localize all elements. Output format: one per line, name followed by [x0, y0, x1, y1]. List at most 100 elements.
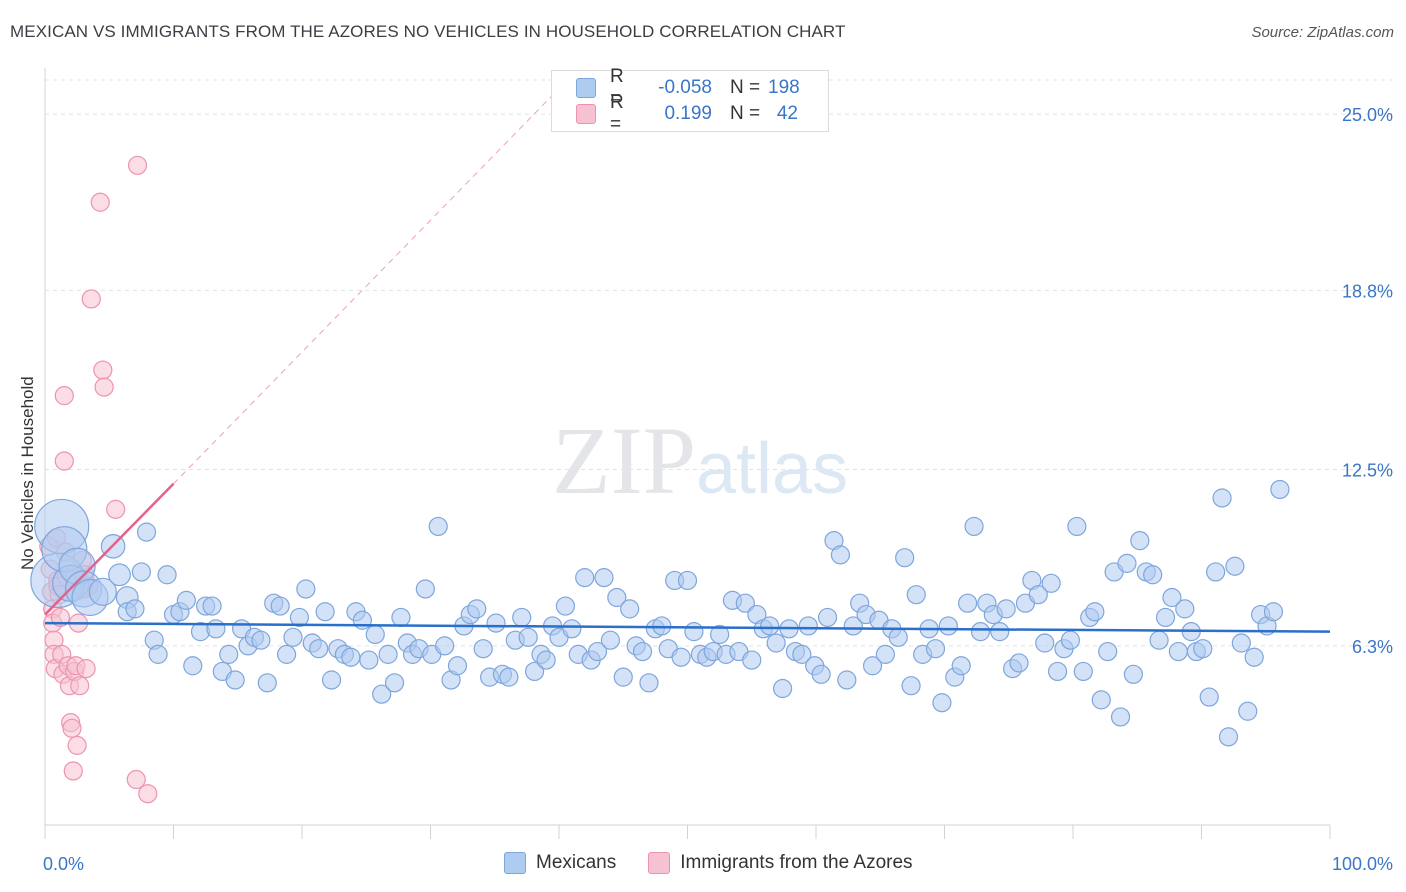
azores-point [81, 289, 101, 309]
trend-line-azores-extension [173, 88, 560, 485]
mexican-point [620, 599, 640, 619]
mexican-point [607, 587, 627, 608]
azores-point [62, 718, 82, 738]
mexican-point [875, 644, 895, 664]
legend-swatch-azores [648, 852, 671, 874]
mexican-point [951, 656, 971, 676]
legend-n-label: N = [730, 103, 761, 124]
mexican-point [473, 639, 493, 659]
mexican-point [1225, 556, 1245, 576]
y-tick-label: 6.3% [1352, 637, 1393, 657]
mexican-point [742, 650, 762, 670]
watermark: ZIPatlas [552, 405, 848, 516]
legend-label-mexicans: Mexicans [536, 852, 617, 873]
mexican-point [575, 568, 595, 588]
legend-swatch-mexicans [504, 852, 526, 874]
mexican-point [1067, 516, 1087, 537]
mexican-point [1193, 639, 1213, 659]
azores-point [93, 360, 113, 380]
azores-point [54, 386, 74, 406]
mexican-point [499, 667, 519, 687]
mexican-point [792, 644, 812, 664]
series-legend: Mexicans Immigrants from the Azores [504, 852, 945, 874]
mexican-point [1110, 707, 1131, 727]
watermark-zip: ZIP [552, 407, 696, 514]
azores-point [63, 761, 83, 781]
mexican-point [760, 616, 780, 636]
correlation-legend: R = -0.058 N = 198 R = 0.199 N = 42 [551, 66, 829, 135]
azores-point [138, 784, 158, 804]
legend-item-azores[interactable]: Immigrants from the Azores [648, 852, 913, 874]
mexican-point [1206, 562, 1226, 582]
x-tick-label: 0.0% [43, 854, 84, 874]
legend-item-mexicans[interactable]: Mexicans [504, 852, 616, 874]
mexican-point [372, 684, 392, 704]
mexican-point [1028, 585, 1048, 605]
mexican-point [270, 596, 290, 616]
mexican-points [30, 479, 1290, 747]
mexican-point [225, 670, 245, 690]
mexican-point [524, 661, 545, 682]
mexican-point [766, 633, 786, 653]
mexican-point [1155, 607, 1176, 628]
mexican-point [1085, 602, 1105, 622]
mexican-point [843, 616, 863, 636]
legend-r-label: R = [610, 92, 624, 135]
azores-point [50, 607, 71, 628]
legend-r-value-azores: 0.199 [664, 103, 712, 124]
mexican-point [341, 647, 361, 667]
mexican-point [1199, 687, 1219, 707]
mexican-point [671, 647, 691, 667]
legend-swatch-azores [576, 104, 596, 124]
mexican-point [251, 630, 271, 650]
mexican-point [276, 644, 297, 664]
mexican-point [925, 639, 946, 659]
mexican-point [1175, 599, 1195, 619]
azores-point [70, 676, 90, 696]
trend-lines [44, 88, 1331, 633]
mexican-point [1060, 630, 1081, 650]
mexican-point [594, 568, 614, 588]
mexican-point [862, 656, 883, 676]
mexican-point [830, 545, 851, 565]
mexican-point [1098, 641, 1118, 662]
y-tick-label: 25.0% [1342, 105, 1393, 125]
mexican-point [837, 670, 857, 690]
mexican-point [1117, 553, 1137, 573]
mexican-point [378, 644, 398, 664]
mexican-point [958, 593, 978, 613]
mexican-point [176, 590, 196, 610]
y-tick-label: 18.8% [1342, 281, 1393, 301]
mexican-point [938, 616, 958, 636]
legend-r-value-mexicans: -0.058 [658, 77, 712, 98]
legend-r-label: R = [610, 66, 624, 109]
mexican-point [315, 602, 335, 622]
mexican-point [206, 619, 226, 639]
mexican-point [990, 622, 1010, 642]
legend-label-azores: Immigrants from the Azores [680, 852, 913, 873]
mexican-point [735, 593, 755, 613]
mexican-point [811, 664, 831, 684]
mexican-point [108, 563, 131, 587]
mexican-point [1073, 661, 1093, 682]
legend-row-azores: R = 0.199 N = 42 [576, 92, 798, 135]
mexican-point [1162, 587, 1182, 608]
mexican-point [1130, 531, 1150, 551]
mexican-point [518, 627, 538, 647]
mexican-point [486, 613, 506, 633]
mexican-point [562, 619, 582, 639]
azores-point [54, 451, 74, 471]
mexican-point [600, 630, 621, 650]
azores-point [127, 155, 148, 175]
mexican-point [359, 650, 379, 670]
mexican-point [467, 599, 487, 619]
mexican-point [1263, 602, 1284, 622]
mexican-point [309, 639, 329, 659]
legend-row-mexicans: R = -0.058 N = 198 [576, 66, 800, 109]
legend-swatch-mexicans [576, 78, 596, 98]
mexican-point [157, 565, 177, 585]
mexican-point [1143, 565, 1163, 585]
mexican-point [365, 624, 385, 645]
mexican-point [88, 577, 117, 606]
azores-points [39, 155, 158, 804]
